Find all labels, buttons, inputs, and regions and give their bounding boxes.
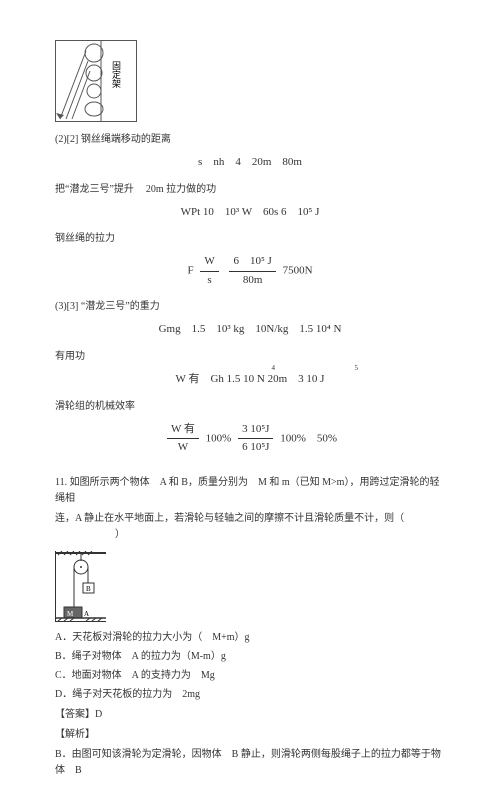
sec3-heading: (3)[3] “潜龙三号”的重力: [55, 299, 445, 315]
pulley-diagram-2: B M A: [55, 551, 106, 622]
svg-text:M: M: [67, 610, 74, 618]
sec2-line2: 把“潜龙三号”提升20m 拉力做的功: [55, 182, 445, 198]
problem-11: 11. 如图所示两个物体 A 和 B，质量分别为 M 和 m（已知 M>m），用…: [55, 475, 445, 779]
q11-text2: 连，A 静止在水平地面上，若滑轮与轻轴之间的摩擦不计且滑轮质量不计，则（: [55, 513, 404, 524]
sec3-eq3: W 有W 100% 3 10⁵J6 10⁵J 100% 50%: [55, 421, 445, 457]
svg-text:A: A: [84, 610, 89, 618]
sec2-eq3: F Ws 6 10⁵ J80m 7500N: [55, 253, 445, 289]
sec2-eq2: WPt 10 10³ W 60s 6 10⁵ J: [55, 204, 445, 222]
sec2-heading: (2)[2] 钢丝绳端移动的距离: [55, 132, 445, 148]
explanation-b: B．由图可知该滑轮为定滑轮，因物体 B 静止，则滑轮两侧每股绳子上的拉力都等于物…: [55, 747, 445, 779]
option-c: C．地面对物体 A 的支持力为 Mg: [55, 668, 445, 684]
pulley-diagram-1: 固定架: [55, 40, 137, 122]
answer: 【答案】D: [55, 707, 445, 723]
option-d: D．绳子对天花板的拉力为 2mg: [55, 687, 445, 703]
sec3-line2: 滑轮组的机械效率: [55, 399, 445, 415]
explanation-label: 【解析】: [55, 727, 445, 743]
svg-text:B: B: [86, 585, 91, 593]
q11-text1: 如图所示两个物体 A 和 B，质量分别为 M 和 m（已知 M>m），用跨过定滑…: [55, 477, 439, 504]
svg-text:固定架: 固定架: [111, 61, 121, 89]
q11-num: 11.: [55, 477, 67, 488]
sec3-eq2: W 有 Gh 1.5 10 N 20m 3 10 J 4 5: [55, 371, 445, 389]
sec2-eq1: s nh 4 20m 80m: [55, 154, 445, 172]
option-b: B．绳子对物体 A 的拉力为（M-m）g: [55, 649, 445, 665]
sec3-eq1: Gmg 1.5 10³ kg 10N/kg 1.5 10⁴ N: [55, 321, 445, 339]
sec2-line3: 钢丝绳的拉力: [55, 231, 445, 247]
option-a: A．天花板对滑轮的拉力大小为（ M+m）g: [55, 630, 445, 646]
sec3-line1: 有用功: [55, 349, 445, 365]
